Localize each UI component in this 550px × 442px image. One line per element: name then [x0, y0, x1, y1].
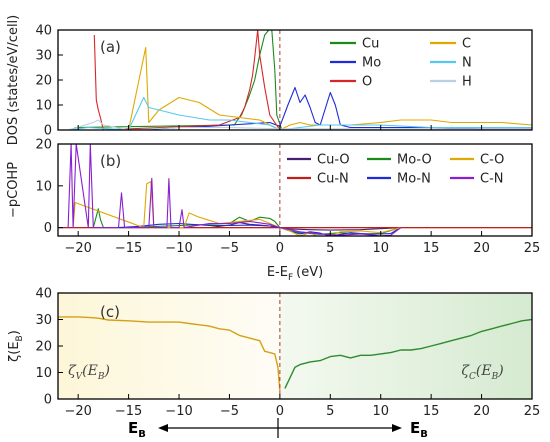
- x-tick-label: 0: [276, 241, 284, 256]
- eb-arrow-left-head: [158, 424, 168, 432]
- dos-legend: Cu Mo O CNH: [330, 37, 472, 90]
- eb-arrow-right-head: [392, 424, 402, 432]
- xlabel-unit: (eV): [296, 265, 323, 280]
- valence-region-fill: [58, 293, 280, 399]
- x-tick-label: 25: [524, 404, 541, 419]
- eb-right-label: EB: [410, 419, 428, 440]
- legend-label: N: [462, 56, 472, 71]
- x-tick-label: −15: [115, 241, 142, 256]
- legend-label: O: [362, 75, 372, 90]
- dos-panel: 0 10 20 30 40 (a) DOS (states/eV/cell) Cu Mo O…: [6, 15, 533, 146]
- series-line-cu-o: [209, 222, 401, 231]
- series-line-cu: [72, 30, 283, 130]
- dos-ylabel: DOS (states/eV/cell): [6, 15, 21, 146]
- eb-right-main: E: [410, 419, 420, 437]
- legend-label: Cu: [362, 37, 379, 52]
- y-tick-label: 30: [35, 49, 52, 64]
- binding-energy-arrow: EB EB: [128, 418, 428, 440]
- y-tick-label: 10: [35, 366, 52, 381]
- zeta-annotation: ζC(EB): [461, 363, 503, 382]
- y-tick-label: 20: [35, 74, 52, 89]
- x-tick-label: −20: [64, 241, 91, 256]
- x-tick-label: 20: [473, 241, 490, 256]
- x-tick-label: −5: [220, 404, 239, 419]
- x-tick-label: 0: [276, 404, 284, 419]
- legend-label: C: [462, 37, 471, 52]
- y-tick-label: 20: [35, 138, 52, 153]
- eb-left-main: E: [128, 419, 138, 437]
- xlabel-main: E-E: [267, 265, 288, 280]
- zeta-ylabel-main: ζ(E: [7, 341, 22, 361]
- x-tick-label: 10: [372, 404, 389, 419]
- series-line--v-eb-: [58, 316, 281, 392]
- legend-label: C-O: [480, 153, 504, 168]
- eb-right-sub: B: [420, 429, 428, 440]
- x-tick-label: 20: [473, 404, 490, 419]
- cohp-panel: 0 10 20 −20 −15 −10 −5 0 5 10 15 20 25 (b) −pCOHP E…: [6, 138, 540, 284]
- cohp-ylabel: −pCOHP: [6, 162, 21, 218]
- series-line-c-o: [72, 181, 402, 236]
- legend-label: H: [462, 75, 472, 90]
- y-tick-label: 40: [35, 24, 52, 39]
- legend-label: C-N: [480, 172, 504, 187]
- panel-label-b: (b): [100, 152, 121, 170]
- series-line-c: [68, 46, 532, 130]
- legend-label: Cu-N: [317, 172, 349, 187]
- eb-left-label: EB: [128, 419, 146, 440]
- x-tick-label: −5: [220, 241, 239, 256]
- conduction-region-fill: [279, 293, 532, 399]
- energy-xlabel: E-EF (eV): [267, 265, 323, 283]
- y-tick-label: 20: [35, 340, 52, 355]
- legend-label: Mo-N: [397, 172, 431, 187]
- x-tick-label: 15: [423, 241, 440, 256]
- x-tick-label: 5: [326, 404, 334, 419]
- zeta-panel: 0 10 20 30 40 −20 −15 −10 −5 0 5 10 15 20 25 (c) ζ(EB…: [7, 287, 540, 420]
- x-tick-label: −10: [165, 241, 192, 256]
- y-tick-label: 30: [35, 313, 52, 328]
- y-tick-label: 0: [44, 393, 52, 408]
- series-line--c-eb-: [284, 318, 532, 389]
- y-tick-label: 0: [44, 124, 52, 139]
- panel-label-c: (c): [100, 303, 120, 321]
- series-line-o: [93, 30, 281, 130]
- y-tick-label: 40: [35, 287, 52, 302]
- y-tick-label: 10: [35, 179, 52, 194]
- x-tick-label: −10: [165, 404, 192, 419]
- y-tick-label: 0: [44, 221, 52, 236]
- x-tick-label: 10: [372, 241, 389, 256]
- cohp-plot-frame: [57, 143, 533, 237]
- x-tick-label: 15: [423, 404, 440, 419]
- x-tick-label: 25: [524, 241, 541, 256]
- series-line-c-n: [67, 144, 402, 236]
- series-line-n: [68, 96, 532, 130]
- y-tick-label: 10: [35, 99, 52, 114]
- zeta-annotation: ζV(EB): [68, 363, 110, 382]
- legend-label: Cu-O: [317, 153, 350, 168]
- zeta-ylabel-sub: B: [15, 335, 25, 341]
- zeta-ylabel: ζ(EB): [7, 330, 25, 362]
- xlabel-sub: F: [288, 273, 293, 283]
- legend-label: Mo-O: [397, 153, 432, 168]
- cohp-legend: Cu-O Cu-N Mo-O Mo-N C-O C-N: [287, 153, 504, 187]
- x-tick-label: −15: [115, 404, 142, 419]
- eb-left-sub: B: [138, 429, 146, 440]
- legend-label: Mo: [362, 56, 381, 71]
- x-tick-label: 5: [326, 241, 334, 256]
- x-tick-label: −20: [64, 404, 91, 419]
- panel-label-a: (a): [100, 38, 121, 56]
- dos-plot-frame: [57, 29, 533, 131]
- zeta-ylabel-close: ): [7, 330, 22, 335]
- series-line-mo: [148, 86, 532, 130]
